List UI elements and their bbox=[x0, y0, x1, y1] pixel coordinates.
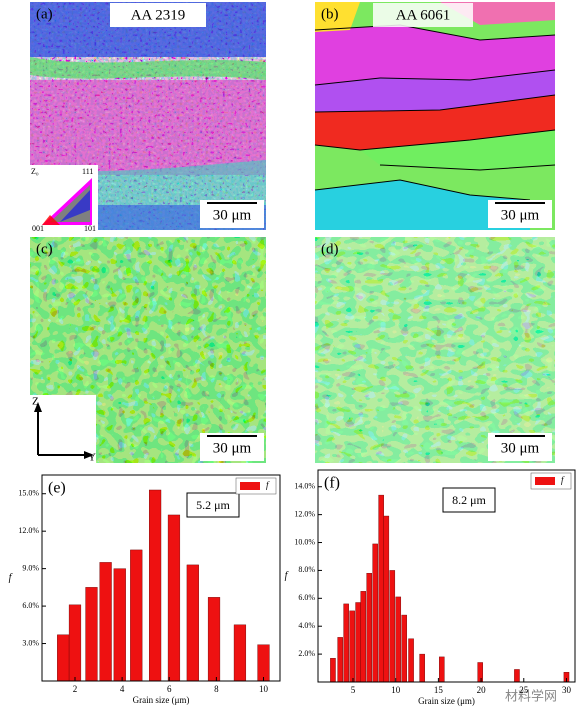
bar bbox=[257, 644, 270, 682]
map-c: Z Y (c) 30 μm bbox=[30, 237, 266, 464]
bar bbox=[401, 614, 407, 683]
x-tick-label: 6 bbox=[167, 684, 172, 694]
bar bbox=[355, 602, 361, 683]
legend-swatch bbox=[535, 477, 555, 485]
bar bbox=[99, 562, 112, 682]
y-tick-label: 3.0% bbox=[22, 638, 39, 647]
x-axis-label: Grain size (μm) bbox=[133, 695, 190, 705]
panel-label: (c) bbox=[36, 241, 53, 257]
annotation-box bbox=[442, 487, 496, 513]
y-tick-label: 15.0% bbox=[18, 489, 39, 498]
y-tick-label: 12.0% bbox=[294, 509, 315, 518]
axis-key-z: Z bbox=[32, 396, 39, 408]
legend-label: f bbox=[266, 480, 270, 490]
bar bbox=[378, 494, 384, 683]
scale-bar-label: 30 μm bbox=[213, 207, 252, 223]
bar bbox=[68, 604, 82, 682]
bar bbox=[395, 596, 402, 683]
bar bbox=[130, 549, 143, 682]
legend-swatch bbox=[240, 482, 260, 490]
bar bbox=[383, 515, 390, 683]
plot-frame bbox=[41, 474, 281, 682]
panel-label: (f) bbox=[324, 475, 340, 492]
bar bbox=[337, 637, 343, 683]
panel-label: (e) bbox=[48, 480, 66, 497]
axis-key-y: Y bbox=[88, 452, 96, 464]
panel-label: (d) bbox=[321, 241, 339, 257]
y-tick-label: 2.0% bbox=[298, 649, 315, 658]
bar bbox=[233, 624, 247, 682]
x-tick-label: 2 bbox=[73, 684, 78, 694]
ipf-corner: 001 bbox=[32, 224, 44, 233]
y-tick-label: 6.0% bbox=[298, 593, 315, 602]
bar bbox=[514, 669, 520, 683]
bar bbox=[366, 573, 372, 683]
scale-bar-label: 30 μm bbox=[501, 440, 540, 456]
bar bbox=[57, 634, 70, 682]
y-tick-label: 8.0% bbox=[298, 565, 315, 574]
bar bbox=[343, 603, 349, 683]
bar bbox=[439, 656, 445, 683]
x-tick-label: 10 bbox=[391, 685, 401, 695]
panel-title: AA 2319 bbox=[131, 7, 186, 23]
scale-bar-label: 30 μm bbox=[213, 440, 252, 456]
x-tick-label: 5 bbox=[351, 685, 356, 695]
x-tick-label: 10 bbox=[259, 684, 269, 694]
y-axis-label: f bbox=[285, 570, 289, 581]
ipf-corner: 101 bbox=[84, 224, 96, 233]
panel-title: AA 6061 bbox=[396, 7, 451, 23]
bar bbox=[113, 568, 126, 682]
bar bbox=[372, 543, 378, 683]
panel-label: (a) bbox=[36, 6, 53, 22]
y-tick-label: 12.0% bbox=[18, 526, 39, 535]
x-tick-label: 4 bbox=[120, 684, 125, 694]
bar bbox=[477, 662, 483, 683]
bar bbox=[186, 564, 199, 682]
x-tick-label: 15 bbox=[434, 685, 444, 695]
bar bbox=[389, 570, 396, 683]
y-axis-label: f bbox=[9, 572, 13, 583]
x-axis-label: Grain size (μm) bbox=[418, 696, 475, 706]
x-tick-label: 25 bbox=[519, 685, 529, 695]
ipf-axis: Z₀ bbox=[31, 167, 39, 176]
bar bbox=[207, 597, 221, 682]
bar bbox=[408, 638, 414, 683]
plot-frame bbox=[317, 469, 576, 683]
watermark: 材料学网 bbox=[505, 689, 557, 705]
bar bbox=[330, 658, 336, 683]
x-tick-label: 20 bbox=[477, 685, 487, 695]
annotation: 5.2 μm bbox=[196, 498, 230, 512]
x-tick-label: 8 bbox=[214, 684, 219, 694]
y-tick-label: 14.0% bbox=[294, 482, 315, 491]
legend-label: f bbox=[561, 475, 565, 485]
bar bbox=[167, 514, 181, 682]
map-b: (b) AA 6061 30 μm bbox=[314, 2, 556, 230]
y-tick-label: 9.0% bbox=[22, 563, 39, 572]
ipf-corner: 111 bbox=[82, 167, 93, 176]
x-tick-label: 30 bbox=[562, 685, 572, 695]
map-d: (d) 30 μm bbox=[315, 237, 555, 463]
bar bbox=[360, 591, 367, 683]
y-tick-label: 4.0% bbox=[298, 621, 315, 630]
panel-label: (b) bbox=[321, 6, 339, 22]
scale-bar-label: 30 μm bbox=[501, 207, 540, 223]
annotation-box bbox=[186, 492, 240, 518]
bar bbox=[149, 489, 162, 682]
bar bbox=[419, 653, 425, 683]
bar bbox=[85, 587, 98, 682]
bar bbox=[349, 610, 355, 683]
annotation: 8.2 μm bbox=[452, 493, 486, 507]
map-a: Z₀ 111 001 101 (a) AA 2319 30 μm bbox=[30, 2, 266, 233]
y-tick-label: 6.0% bbox=[22, 601, 39, 610]
y-tick-label: 10.0% bbox=[294, 537, 315, 546]
